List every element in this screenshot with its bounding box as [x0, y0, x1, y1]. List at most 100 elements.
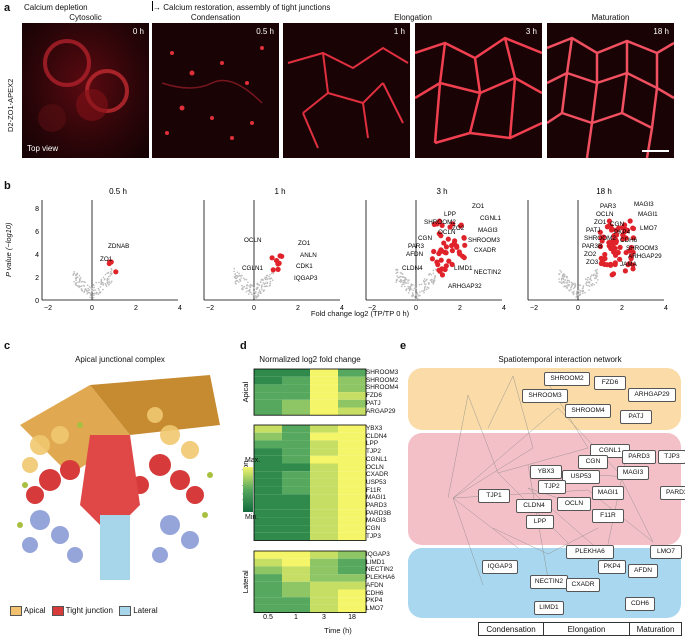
volcano-label: PAR3B [582, 243, 602, 250]
volcano-point [236, 271, 239, 274]
volcano-point [94, 289, 96, 291]
heat-cell [310, 525, 338, 533]
volcano-point [585, 284, 588, 287]
heat-cell [338, 486, 366, 495]
volcano-point [595, 276, 597, 279]
volcano-point [405, 289, 408, 292]
volcano-hit [615, 249, 621, 256]
legend-lateral-swatch [118, 606, 131, 616]
volcano-point [250, 291, 252, 294]
volcano-point [110, 280, 113, 283]
heat-cell [254, 376, 282, 385]
volcano-hit [622, 226, 628, 232]
phase-elongation: Elongation [544, 622, 630, 636]
volcano-xtick: −2 [530, 305, 538, 312]
volcano-point [75, 277, 77, 280]
volcano-point [236, 275, 239, 277]
volcano-point [270, 272, 273, 275]
volcano-point [403, 281, 405, 284]
network-node-lmo7: LMO7 [650, 545, 682, 559]
heat-cell [310, 558, 338, 567]
heat-cell [310, 471, 338, 479]
panel-c-legend: Apical Tight junction Lateral [10, 606, 158, 616]
volcano-hit [617, 244, 623, 250]
volcano-xtick: 2 [134, 305, 138, 312]
phase-bar: Condensation Elongation Maturation [478, 622, 682, 636]
volcano-label: ARHGAP29 [628, 253, 662, 260]
volcano-point [105, 284, 107, 286]
volcano-point [567, 285, 570, 287]
volcano-point [249, 285, 252, 288]
heat-cell [282, 432, 310, 441]
volcano-point [422, 280, 425, 282]
volcano-point [432, 272, 435, 275]
micrograph-05h-puncta [161, 46, 264, 140]
volcano-ytick: 4 [35, 252, 39, 259]
heat-cell [282, 425, 310, 433]
volcano-point [243, 277, 245, 280]
heat-cell [282, 509, 310, 518]
volcano-point [432, 281, 435, 283]
panel-d-title: Normalized log2 fold change [259, 355, 361, 364]
volcano-point [594, 269, 597, 272]
heat-cell [310, 597, 338, 605]
heat-cell [254, 509, 282, 518]
volcano-point [579, 284, 582, 287]
volcano-point [109, 274, 112, 277]
heat-cell [254, 525, 282, 533]
volcano-point [268, 285, 271, 287]
lateral-proteins [22, 510, 199, 563]
heat-col-label: 1 [294, 614, 298, 621]
heat-row-label: PKP4 [366, 597, 383, 605]
heat-cell [254, 478, 282, 487]
volcano-point [426, 288, 428, 291]
volcano-point [93, 286, 95, 289]
panel-d-letter: d [240, 340, 247, 352]
volcano-point [402, 279, 405, 282]
volcano-point [568, 279, 570, 282]
volcano-label: SHROOM2 [424, 219, 456, 226]
heat-group-frame [253, 550, 367, 613]
volcano-hit [598, 235, 604, 241]
heat-cell [254, 558, 282, 567]
heat-cell [338, 604, 366, 613]
volcano-point [78, 278, 81, 280]
heat-cell [310, 581, 338, 590]
volcano-point [411, 292, 414, 294]
volcano-point [236, 276, 238, 279]
volcano-hit [462, 242, 468, 248]
volcano-point [419, 291, 421, 293]
heat-cell [310, 532, 338, 541]
stage-condensation: Condensation [190, 13, 241, 22]
volcano-label: ZO1 [100, 256, 113, 263]
volcano-label: MAGI3 [634, 201, 654, 208]
volcano-point [432, 269, 435, 272]
network-node-cdh6: CDH6 [625, 597, 655, 611]
volcano-point [75, 273, 78, 276]
heat-cell [310, 494, 338, 502]
volcano-point [97, 293, 100, 296]
volcano-point [428, 282, 430, 284]
heat-cell [254, 566, 282, 575]
volcano-point [92, 296, 95, 299]
volcano-point [414, 284, 417, 287]
volcano-hit [431, 221, 437, 227]
volcano-point [396, 271, 399, 274]
calcium-restoration-label: → Calcium restoration, assembly of tight… [153, 3, 331, 12]
heat-cell [254, 455, 282, 464]
heat-cell [310, 509, 338, 518]
volcano-hit [275, 266, 281, 272]
heat-cell [310, 376, 338, 385]
volcano-label: ZO1 [298, 240, 311, 247]
volcano-point [584, 291, 586, 294]
volcano-hit [438, 233, 444, 239]
volcano-point [100, 280, 103, 283]
heat-cell [282, 581, 310, 590]
heat-cell [282, 369, 310, 377]
volcano-point [395, 268, 397, 271]
volcano-point [87, 287, 89, 290]
volcano-point [426, 286, 429, 289]
volcano-point [78, 286, 80, 289]
heat-row-label: USP53 [366, 478, 387, 486]
volcano-point [590, 279, 593, 282]
